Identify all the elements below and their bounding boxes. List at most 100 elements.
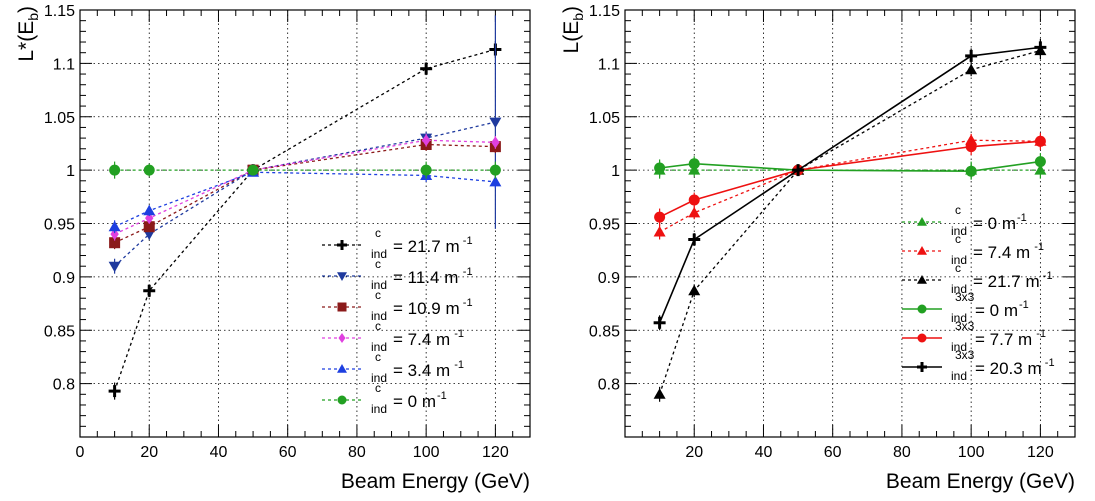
- data-point-marker: [143, 164, 155, 176]
- legend-entry: c ind = 7.4 m -1: [322, 319, 464, 354]
- legend-value: = 21.7 m: [393, 237, 460, 256]
- y-tick-label: 0.95: [44, 217, 75, 234]
- data-point-marker: [688, 233, 701, 246]
- x-tick-label: 80: [348, 444, 366, 461]
- data-point-marker: [337, 395, 347, 405]
- legend-value: = 7.7 m: [975, 330, 1032, 349]
- x-tick-label: 80: [893, 444, 911, 461]
- legend-superscript: c: [955, 203, 961, 217]
- data-point-marker: [338, 333, 346, 343]
- legend-value: = 10.9 m: [393, 299, 460, 318]
- legend-superscript: c: [375, 350, 381, 364]
- legend-entry: c ind = 21.7 m -1: [902, 261, 1053, 296]
- data-point-marker: [247, 164, 259, 176]
- x-axis-label: Beam Energy (GeV): [886, 470, 1075, 493]
- series-line: [659, 140, 1041, 218]
- legend-subscript: ind: [951, 340, 967, 354]
- data-point-marker: [965, 63, 978, 75]
- legend-value: = 11.4 m: [393, 268, 458, 287]
- legend-entry: c ind = 21.7 m -1: [322, 226, 473, 261]
- data-point-marker: [489, 164, 501, 176]
- series-4: [654, 132, 1046, 226]
- axis-ticks: [79, 9, 531, 438]
- data-point-marker: [491, 136, 500, 149]
- series-3: [654, 153, 1046, 180]
- x-tick-label: 60: [279, 444, 297, 461]
- legend-subscript: ind: [951, 224, 967, 238]
- x-axis-label: Beam Energy (GeV): [341, 470, 530, 493]
- legend-entry: c ind = 0 m -1: [902, 203, 1027, 238]
- y-tick-label: 0.9: [598, 270, 620, 287]
- legend-subscript: ind: [371, 371, 387, 385]
- left-chart-panel: 0 20 40 60 80 100 120 0.8 0.85 0.9 0.95 1 1.05 1.1 1.1…: [15, 3, 531, 493]
- legend-value: = 20.3 m: [975, 359, 1042, 378]
- data-point-marker: [337, 240, 347, 250]
- legend-superscript: c: [375, 319, 381, 333]
- legend-superscript: c: [375, 226, 381, 240]
- legend-exponent: -1: [1036, 328, 1046, 340]
- legend-superscript: c: [375, 381, 381, 395]
- y-axis-label: L*(Eb): [15, 6, 41, 62]
- y-tick-label: 0.95: [589, 217, 620, 234]
- series-3: [110, 133, 500, 241]
- x-tick-label: 40: [210, 444, 228, 461]
- legend-superscript: c: [375, 288, 381, 302]
- y-tick-label: 0.8: [53, 377, 75, 394]
- legend-exponent: -1: [1017, 212, 1027, 224]
- legend-entry: 3x3 ind = 7.7 m -1: [902, 319, 1046, 354]
- data-point-marker: [109, 237, 121, 249]
- data-point-marker: [654, 211, 666, 223]
- legend-subscript: ind: [951, 369, 967, 383]
- legend-exponent: -1: [1045, 357, 1055, 369]
- series-5: [109, 161, 501, 179]
- y-tick-label: 0.85: [44, 323, 75, 340]
- y-tick-label: 1: [66, 163, 75, 180]
- y-tick-label: 0.9: [53, 270, 75, 287]
- data-point-marker: [143, 229, 156, 241]
- y-tick-label: 1.05: [44, 110, 75, 127]
- y-tick-label: 1.15: [589, 3, 620, 20]
- series-5: [653, 38, 1047, 331]
- legend-value: = 0 m: [393, 392, 436, 411]
- data-point-marker: [143, 204, 156, 216]
- data-point-marker: [917, 275, 927, 284]
- legend-subscript: ind: [371, 247, 387, 261]
- data-point-marker: [420, 62, 433, 75]
- legend-subscript: ind: [371, 278, 387, 292]
- legend-entry: c ind = 10.9 m -1: [322, 288, 473, 323]
- data-point-marker: [489, 175, 502, 187]
- x-tick-label: 100: [958, 444, 985, 461]
- legend-entry: c ind = 7.4 m -1: [902, 232, 1044, 267]
- legend-subscript: ind: [371, 340, 387, 354]
- data-point-marker: [688, 158, 700, 170]
- legend-entry: c ind = 3.4 m -1: [322, 350, 464, 385]
- data-point-marker: [108, 261, 121, 273]
- y-tick-label: 1: [611, 163, 620, 180]
- y-tick-label: 0.8: [598, 377, 620, 394]
- data-point-marker: [1034, 135, 1046, 147]
- legend-subscript: ind: [951, 282, 967, 296]
- data-point-marker: [917, 217, 927, 226]
- data-point-marker: [1034, 41, 1047, 54]
- legend-exponent: -1: [1043, 270, 1053, 282]
- data-point-marker: [654, 162, 666, 174]
- data-point-marker: [917, 333, 927, 343]
- legend-exponent: -1: [1019, 299, 1029, 311]
- series-line: [114, 143, 496, 244]
- data-point-marker: [965, 49, 978, 62]
- legend-exponent: -1: [463, 266, 473, 278]
- legend-exponent: -1: [1034, 241, 1044, 253]
- legend-superscript: 3x3: [955, 319, 975, 333]
- data-point-marker: [421, 134, 431, 147]
- x-tick-label: 120: [482, 444, 509, 461]
- legend-entry: c ind = 11.4 m -1: [322, 257, 473, 292]
- series-1: [108, 15, 502, 274]
- legend-superscript: c: [955, 261, 961, 275]
- data-point-marker: [688, 284, 701, 296]
- legend-exponent: -1: [463, 297, 473, 309]
- data-point-marker: [420, 164, 432, 176]
- data-point-marker: [965, 165, 977, 177]
- legend-subscript: ind: [951, 311, 967, 325]
- series-line: [658, 49, 1041, 395]
